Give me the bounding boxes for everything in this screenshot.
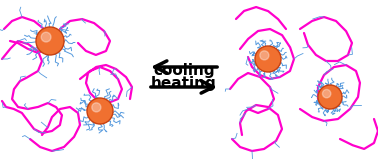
Circle shape <box>41 32 51 42</box>
Text: heating: heating <box>151 76 217 91</box>
Circle shape <box>87 98 113 124</box>
Circle shape <box>260 51 269 60</box>
Circle shape <box>255 46 281 72</box>
Circle shape <box>36 27 64 55</box>
Circle shape <box>318 85 342 109</box>
Circle shape <box>92 103 101 112</box>
Text: cooling: cooling <box>153 63 215 78</box>
Circle shape <box>322 90 331 98</box>
